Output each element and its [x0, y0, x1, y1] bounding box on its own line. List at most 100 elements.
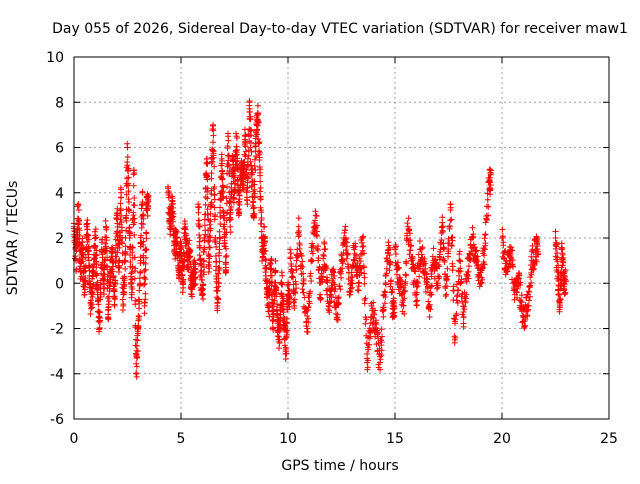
y-tick-label: 0 — [55, 276, 64, 292]
data-point — [508, 244, 515, 251]
data-point — [506, 250, 513, 257]
data-point — [75, 201, 82, 208]
data-point — [143, 229, 150, 236]
data-point — [95, 308, 102, 315]
data-point — [99, 251, 106, 258]
data-point — [118, 239, 125, 246]
data-point — [273, 284, 280, 291]
data-point — [422, 288, 429, 295]
data-point — [513, 289, 520, 296]
data-point — [323, 265, 330, 272]
data-point — [361, 274, 368, 281]
data-point — [295, 233, 302, 240]
data-point — [413, 283, 420, 290]
data-point — [124, 158, 131, 165]
data-point — [276, 340, 283, 347]
data-point — [123, 217, 130, 224]
data-point — [307, 288, 314, 295]
data-point — [205, 252, 212, 259]
data-point — [251, 186, 258, 193]
data-point — [314, 233, 321, 240]
data-point — [206, 259, 213, 266]
data-point — [348, 269, 355, 276]
data-point — [439, 227, 446, 234]
data-point — [216, 265, 223, 272]
data-point — [435, 273, 442, 280]
data-point — [519, 319, 526, 326]
data-point — [283, 329, 290, 336]
data-point — [304, 313, 311, 320]
data-point — [103, 224, 110, 231]
data-point — [358, 239, 365, 246]
data-point — [81, 283, 88, 290]
data-point — [502, 247, 509, 254]
data-point — [228, 204, 235, 211]
data-point — [382, 281, 389, 288]
data-point — [222, 245, 229, 252]
data-point — [142, 290, 149, 297]
data-point — [525, 302, 532, 309]
x-tick-label: 5 — [177, 431, 186, 447]
data-point — [444, 265, 451, 272]
data-point — [434, 282, 441, 289]
data-point — [458, 278, 465, 285]
data-point — [215, 295, 222, 302]
data-point — [143, 235, 150, 242]
data-point — [395, 264, 402, 271]
data-point — [236, 196, 243, 203]
data-point — [255, 119, 262, 126]
data-point — [199, 276, 206, 283]
data-point — [421, 255, 428, 262]
data-point — [85, 247, 92, 254]
data-point — [300, 270, 307, 277]
data-point — [201, 264, 208, 271]
data-point — [349, 274, 356, 281]
data-point — [245, 175, 252, 182]
chart-title: Day 055 of 2026, Sidereal Day-to-day VTE… — [52, 21, 628, 37]
data-point — [377, 356, 384, 363]
data-point — [453, 310, 460, 317]
data-point — [79, 235, 86, 242]
data-point — [279, 305, 286, 312]
data-point — [221, 225, 228, 232]
data-point — [425, 298, 432, 305]
data-point — [407, 237, 414, 244]
data-point — [213, 244, 220, 251]
data-point — [76, 217, 83, 224]
data-point — [448, 216, 455, 223]
data-point — [268, 256, 275, 263]
data-point — [559, 250, 566, 257]
data-point — [517, 279, 524, 286]
tick-labels: 0 5 10 15 20 25 -6 -4 -2 0 2 4 6 8 10 — [46, 50, 618, 447]
data-point — [392, 259, 399, 266]
data-point — [165, 183, 172, 190]
data-point — [118, 219, 125, 226]
data-point — [124, 140, 131, 147]
data-point — [366, 341, 373, 348]
data-point — [321, 240, 328, 247]
data-point — [219, 176, 226, 183]
data-point — [401, 310, 408, 317]
data-point — [222, 261, 229, 268]
data-point — [391, 312, 398, 319]
data-point — [443, 283, 450, 290]
data-point — [261, 248, 268, 255]
data-point — [387, 278, 394, 285]
data-point — [312, 217, 319, 224]
data-point — [483, 203, 490, 210]
data-point — [125, 182, 132, 189]
data-point — [313, 231, 320, 238]
data-point — [347, 285, 354, 292]
data-point — [165, 192, 172, 199]
data-point — [272, 280, 279, 287]
data-point — [124, 153, 131, 160]
data-point — [256, 149, 263, 156]
data-point — [169, 195, 176, 202]
data-point — [559, 262, 566, 269]
data-point — [317, 295, 324, 302]
data-point — [226, 198, 233, 205]
data-point — [215, 270, 222, 277]
data-point — [293, 266, 300, 273]
data-point — [224, 145, 231, 152]
data-point — [377, 366, 384, 373]
